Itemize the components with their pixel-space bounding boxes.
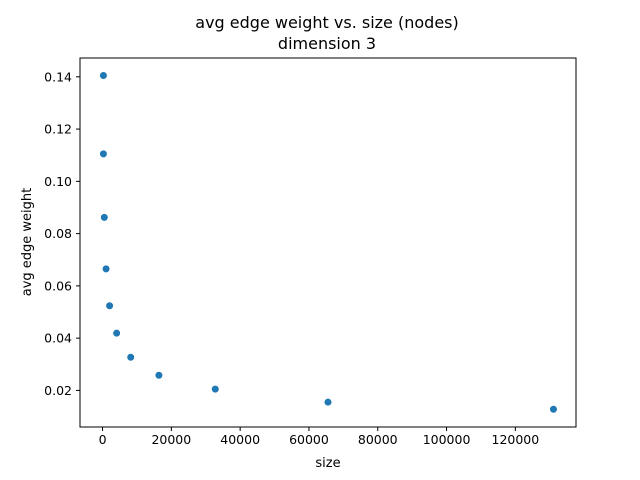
- data-point: [211, 385, 220, 394]
- data-point: [323, 398, 333, 407]
- x-tick-label: 60000: [289, 432, 329, 447]
- plot-frame: [79, 57, 577, 428]
- data-point: [105, 301, 114, 310]
- y-tick-label: 0.10: [44, 174, 72, 189]
- y-axis-label: avg edge weight: [20, 188, 35, 297]
- data-point: [126, 353, 135, 362]
- x-tick-label: 120000: [492, 432, 540, 447]
- x-tick-label: 20000: [151, 432, 191, 447]
- data-point: [549, 405, 558, 414]
- data-point: [99, 71, 108, 80]
- y-tick-label: 0.06: [44, 278, 72, 293]
- chart-subtitle: dimension 3: [278, 34, 376, 53]
- y-tick-label: 0.14: [44, 69, 72, 84]
- x-tick-label: 100000: [423, 432, 471, 447]
- y-tick-label: 0.12: [44, 122, 72, 137]
- x-axis: 0 20000 40000 60000 80000 100000 120000: [99, 427, 540, 447]
- x-tick-label: 40000: [220, 432, 260, 447]
- y-tick-label: 0.04: [44, 331, 72, 346]
- x-tick-label: 80000: [358, 432, 398, 447]
- x-tick-label: 0: [99, 432, 107, 447]
- y-axis: 0.02 0.04 0.06 0.08 0.10 0.12 0.14: [44, 69, 80, 398]
- x-axis-label: size: [315, 456, 340, 471]
- data-point: [101, 264, 111, 273]
- data-point: [99, 149, 108, 159]
- data-point: [154, 371, 164, 380]
- data-points: [99, 71, 558, 414]
- y-tick-label: 0.02: [44, 383, 72, 398]
- y-tick-label: 0.08: [44, 226, 72, 241]
- data-point: [112, 329, 121, 338]
- data-point: [100, 213, 109, 222]
- chart-title: avg edge weight vs. size (nodes): [195, 13, 458, 32]
